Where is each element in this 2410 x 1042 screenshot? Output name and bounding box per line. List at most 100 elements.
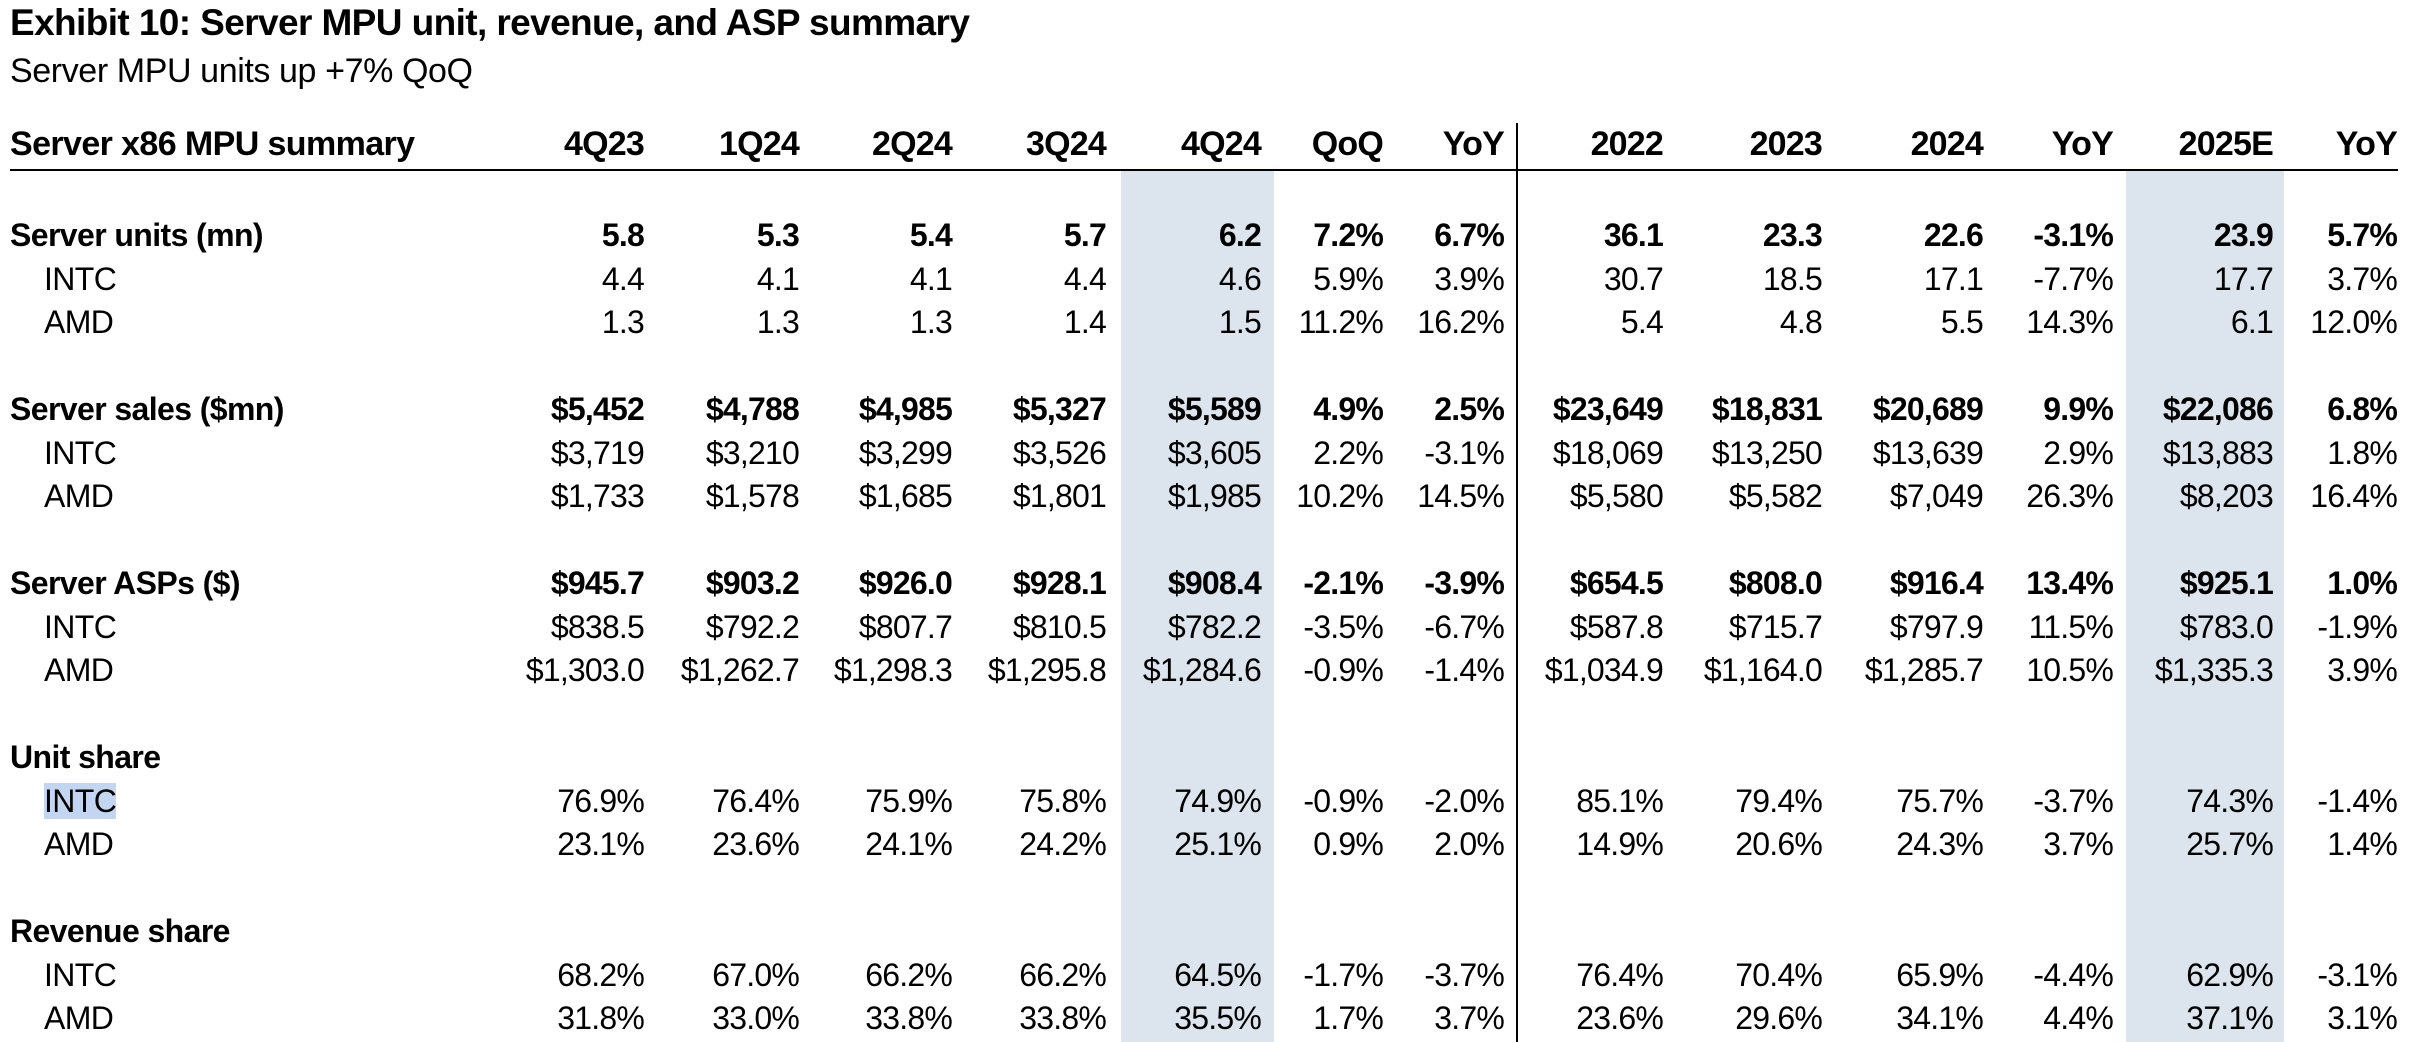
table-cell: $5,589 — [1167, 391, 1262, 427]
table-cell: $908.4 — [1167, 565, 1262, 601]
table-cell: 25.7% — [2186, 826, 2274, 862]
table-cell: 14.3% — [2026, 304, 2114, 340]
table-cell: 24.3% — [1896, 826, 1984, 862]
table-cell: 4.9% — [1313, 391, 1384, 427]
table-cell: 4.4% — [2043, 1000, 2114, 1036]
table-cell: 1.3 — [756, 304, 800, 340]
table-cell: $13,250 — [1711, 435, 1823, 471]
column-header: 3Q24 — [1026, 125, 1107, 163]
table-row: INTC 76.9% 76.4% 75.9% 75.8% 74.9% -0.9%… — [0, 780, 2410, 822]
table-cell: 7.2% — [1313, 217, 1384, 253]
table-cell: $3,605 — [1167, 435, 1262, 471]
table-cell: $1,578 — [705, 478, 800, 514]
column-header: 2023 — [1749, 125, 1823, 163]
table-cell: $808.0 — [1728, 565, 1823, 601]
table-cell: $18,069 — [1552, 435, 1664, 471]
table-cell: $797.9 — [1889, 609, 1984, 645]
table-cell: -0.9% — [1303, 652, 1383, 688]
table-cell: -3.7% — [1424, 957, 1504, 993]
table-cell: 4.6 — [1218, 261, 1262, 297]
table-cell: 23.6% — [1576, 1000, 1664, 1036]
table-cell: 26.3% — [2026, 478, 2114, 514]
table-row: INTC 4.4 4.1 4.1 4.4 4.6 5.9% 3.9% 30.7 … — [0, 258, 2410, 300]
table-cell: 24.2% — [1019, 826, 1107, 862]
table-cell: $5,452 — [550, 391, 645, 427]
table-cell: 37.1% — [2186, 1000, 2274, 1036]
column-header: 2022 — [1590, 125, 1664, 163]
table-cell: $838.5 — [550, 609, 645, 645]
table-cell: -1.7% — [1303, 957, 1383, 993]
table-cell: 36.1 — [1603, 217, 1664, 253]
row-label: AMD — [44, 478, 114, 514]
table-cell: $782.2 — [1167, 609, 1262, 645]
table-cell: 4.4 — [1063, 261, 1107, 297]
selected-text[interactable]: INTC — [44, 783, 117, 819]
table-cell: -1.9% — [2317, 609, 2397, 645]
table-row: AMD $1,733 $1,578 $1,685 $1,801 $1,985 1… — [0, 475, 2410, 517]
table-cell: $1,295.8 — [987, 652, 1107, 688]
section-total-row: Server sales ($mn) $5,452 $4,788 $4,985 … — [0, 388, 2410, 430]
row-label: AMD — [44, 826, 114, 862]
table-cell: 22.6 — [1923, 217, 1984, 253]
table-cell: 65.9% — [1896, 957, 1984, 993]
column-header: 4Q24 — [1181, 125, 1262, 163]
section-total-row: Server units (mn) 5.8 5.3 5.4 5.7 6.2 7.… — [0, 214, 2410, 256]
table-cell: $1,285.7 — [1864, 652, 1984, 688]
table-cell: $1,164.0 — [1703, 652, 1823, 688]
table-cell: 79.4% — [1735, 783, 1823, 819]
table-cell: 10.5% — [2026, 652, 2114, 688]
table-cell: 2.2% — [1313, 435, 1384, 471]
table-cell: 4.4 — [601, 261, 645, 297]
table-cell: 6.2 — [1218, 217, 1262, 253]
table-cell: $13,883 — [2162, 435, 2274, 471]
table-cell: -2.1% — [1303, 565, 1383, 601]
table-cell: 74.9% — [1174, 783, 1262, 819]
table-cell: 68.2% — [557, 957, 645, 993]
column-header: YoY — [1442, 125, 1505, 163]
table-cell: 75.7% — [1896, 783, 1984, 819]
table-cell: 67.0% — [712, 957, 800, 993]
table-cell: 70.4% — [1735, 957, 1823, 993]
table-cell: 64.5% — [1174, 957, 1262, 993]
table-row: INTC 68.2% 67.0% 66.2% 66.2% 64.5% -1.7%… — [0, 954, 2410, 996]
table-cell: $783.0 — [2179, 609, 2274, 645]
section-title-row: Revenue share — [0, 910, 2410, 952]
table-cell: 66.2% — [1019, 957, 1107, 993]
table-cell: 14.5% — [1417, 478, 1505, 514]
table-cell: 76.9% — [557, 783, 645, 819]
table-cell: 0.9% — [1313, 826, 1384, 862]
table-cell: 2.5% — [1434, 391, 1505, 427]
table-header-row: Server x86 MPU summary 4Q23 1Q24 2Q24 3Q… — [0, 123, 2410, 165]
section-title: Server sales ($mn) — [10, 391, 284, 427]
table-cell: 5.4 — [1620, 304, 1664, 340]
table-cell: $5,582 — [1728, 478, 1823, 514]
table-cell: 1.5 — [1218, 304, 1262, 340]
table-cell: 29.6% — [1735, 1000, 1823, 1036]
table-cell: 33.8% — [1019, 1000, 1107, 1036]
table-cell: $1,262.7 — [680, 652, 800, 688]
column-header: YoY — [2051, 125, 2114, 163]
table-cell: 5.5 — [1940, 304, 1984, 340]
table-cell: $1,034.9 — [1544, 652, 1664, 688]
table-cell: -3.7% — [2033, 783, 2113, 819]
table-cell: $1,303.0 — [525, 652, 645, 688]
table-cell: 62.9% — [2186, 957, 2274, 993]
table-cell: 25.1% — [1174, 826, 1262, 862]
section-title: Server ASPs ($) — [10, 565, 241, 601]
column-header: 2Q24 — [872, 125, 953, 163]
table-cell: 33.0% — [712, 1000, 800, 1036]
column-header: 1Q24 — [719, 125, 800, 163]
table-cell: 5.3 — [756, 217, 800, 253]
row-label: AMD — [44, 304, 114, 340]
table-cell: $810.5 — [1012, 609, 1107, 645]
table-cell: $1,298.3 — [833, 652, 953, 688]
table-cell: 76.4% — [712, 783, 800, 819]
table-cell: 1.3 — [601, 304, 645, 340]
table-cell: -3.1% — [2317, 957, 2397, 993]
table-cell: 1.4 — [1063, 304, 1107, 340]
table-cell: 12.0% — [2310, 304, 2398, 340]
column-header: 2025E — [2178, 125, 2274, 163]
table-cell: $8,203 — [2179, 478, 2274, 514]
table-cell: -6.7% — [1424, 609, 1504, 645]
